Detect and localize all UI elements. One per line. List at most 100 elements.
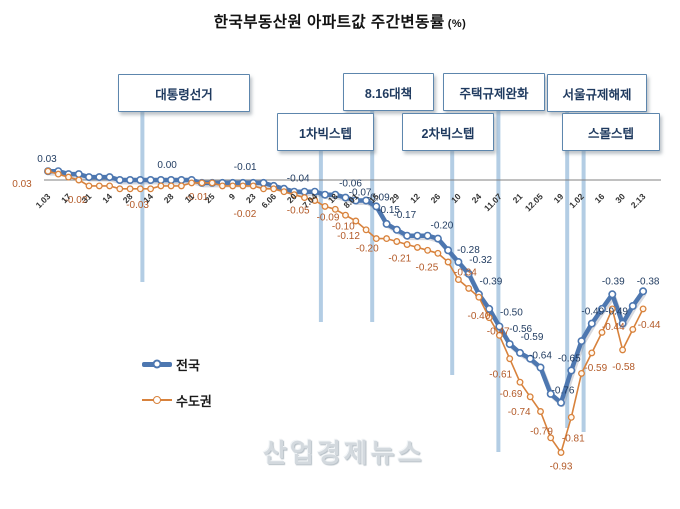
metro-data-point-marker — [485, 314, 493, 322]
x-axis-tick-label: 11.07 — [482, 191, 504, 213]
metro-data-point-label: -0.44 — [638, 320, 661, 331]
national-data-point-label: -0.07 — [349, 188, 372, 199]
national-data-point-marker — [536, 363, 545, 372]
metro-data-point-label: -0.58 — [612, 362, 635, 373]
national-data-point-marker — [341, 193, 350, 202]
metro-data-point-label: -0.01 — [186, 192, 209, 203]
national-data-point-marker — [259, 178, 268, 187]
metro-data-point-label: -0.69 — [500, 389, 523, 400]
legend-item-metro: 수도권 — [142, 391, 212, 409]
x-axis-tick-label: 21 — [511, 191, 525, 205]
national-data-point-marker — [320, 190, 329, 199]
x-axis-tick-label: 12.05 — [523, 191, 545, 213]
metro-data-point-marker — [44, 167, 52, 175]
national-data-point-marker — [115, 176, 124, 185]
metro-data-point-marker — [280, 188, 288, 196]
national-data-point-marker — [639, 287, 648, 296]
metro-data-point-marker — [85, 182, 93, 190]
metro-data-point-marker — [65, 173, 72, 181]
national-data-point-label: -0.50 — [500, 308, 523, 319]
national-data-point-marker — [587, 319, 596, 328]
metro-data-point-marker — [372, 235, 380, 243]
metro-data-point-marker — [157, 182, 165, 190]
metro-data-point-marker — [629, 325, 637, 333]
metro-data-point-label: -0.20 — [356, 244, 379, 255]
metro-data-point-marker — [321, 202, 329, 210]
metro-data-point-marker — [383, 235, 391, 243]
metro-data-point-marker — [147, 185, 155, 193]
metro-data-point-marker — [126, 185, 134, 193]
metro-data-point-label: -0.02 — [65, 195, 88, 206]
metro-data-point-marker — [454, 276, 462, 284]
metro-data-point-marker — [208, 179, 216, 187]
metro-data-point-marker — [229, 182, 237, 190]
x-axis-tick-label: 1.03 — [34, 191, 53, 210]
national-data-point-label: -0.64 — [529, 351, 552, 362]
metro-data-point-label: -0.79 — [530, 427, 553, 438]
national-data-point-label: -0.56 — [509, 324, 532, 335]
x-axis-tick-label: 24 — [470, 191, 484, 205]
national-data-point-label: -0.06 — [339, 179, 362, 190]
national-data-point-marker — [156, 176, 165, 185]
national-data-point-marker — [362, 196, 371, 205]
national-data-point-marker — [628, 301, 637, 310]
national-data-point-marker — [105, 173, 114, 182]
national-data-point-label: -0.76 — [552, 386, 575, 397]
national-data-point-marker — [505, 340, 514, 349]
national-data-point-marker — [597, 304, 606, 313]
metro-data-point-label: -0.10 — [332, 221, 355, 232]
metro-data-point-marker — [516, 378, 524, 386]
national-data-point-marker — [454, 257, 463, 266]
watermark: 산업경제뉴스 — [263, 438, 425, 468]
metro-data-point-marker — [239, 182, 247, 190]
chart-title: 한국부동산원 아파트값 주간변동률 (%) — [0, 10, 680, 32]
x-axis-tick-label: 28 — [162, 191, 176, 205]
metro-data-point-label: -0.25 — [416, 262, 439, 273]
metro-data-point-marker — [198, 179, 206, 187]
metro-data-point-marker — [106, 182, 114, 190]
metro-data-point-marker — [75, 176, 83, 184]
x-axis-tick-label: 9 — [227, 191, 238, 202]
national-data-point-marker — [372, 202, 381, 211]
national-data-point-marker — [515, 348, 524, 357]
metro-data-point-marker — [557, 449, 565, 456]
metro-data-point-marker — [290, 191, 298, 199]
national-data-point-marker — [177, 176, 186, 185]
metro-data-point-label: -0.81 — [562, 433, 585, 444]
national-data-point-label: -0.49 — [581, 307, 604, 318]
metro-data-point-marker — [424, 246, 432, 254]
national-data-point-marker — [546, 389, 555, 398]
national-data-point-label: 0.00 — [157, 160, 177, 171]
metro-data-point-label: -0.59 — [584, 363, 607, 374]
metro-data-point-marker — [260, 185, 267, 193]
metro-data-point-marker — [598, 328, 606, 336]
metro-data-point-marker — [608, 305, 616, 313]
national-data-point-marker — [423, 231, 432, 240]
national-data-point-marker — [444, 246, 453, 255]
national-data-point-marker — [433, 234, 442, 243]
national-data-point-label: -0.15 — [377, 205, 400, 216]
metro-data-point-marker — [413, 243, 421, 251]
metro-data-point-marker — [301, 194, 308, 202]
chart-title-unit: (%) — [447, 18, 467, 30]
national-data-point-label: -0.49 — [605, 307, 628, 318]
metro-data-point-marker — [331, 205, 339, 213]
x-axis-tick-label: 12 — [408, 191, 422, 205]
national-data-point-label: -0.17 — [393, 210, 416, 221]
national-data-point-label: -0.20 — [431, 221, 454, 232]
metro-data-point-label: -0.61 — [489, 370, 512, 381]
national-data-point-marker — [618, 319, 627, 328]
metro-data-point-marker — [619, 346, 627, 354]
national-data-point-label: -0.01 — [234, 162, 257, 173]
national-data-point-label: -0.39 — [480, 276, 503, 287]
national-data-point-marker — [136, 176, 145, 185]
national-data-point-marker — [95, 173, 104, 182]
national-data-point-marker — [331, 190, 340, 199]
metro-data-point-label: -0.40 — [468, 311, 491, 322]
metro-data-point-marker — [188, 179, 196, 187]
x-axis-tick-label: 23 — [244, 191, 258, 205]
metro-data-point-marker — [362, 226, 370, 234]
national-data-point-marker — [403, 231, 412, 240]
metro-data-point-label: 0.03 — [12, 179, 32, 190]
